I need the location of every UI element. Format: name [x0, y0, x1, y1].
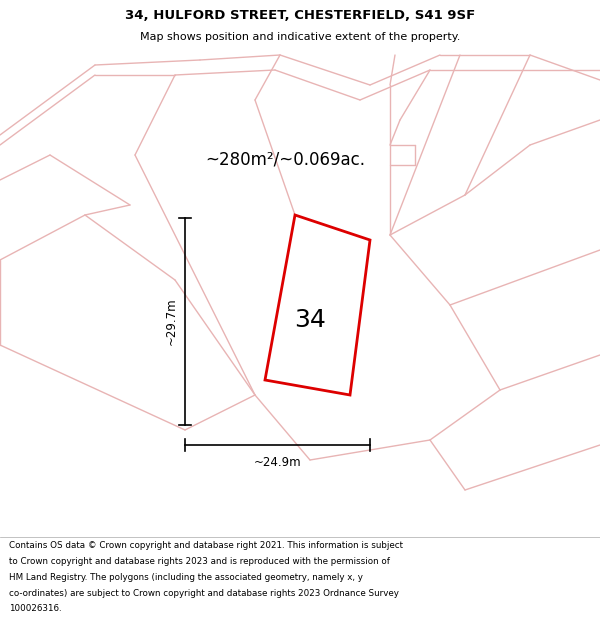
Text: ~24.9m: ~24.9m — [254, 456, 301, 469]
Text: 34: 34 — [294, 308, 326, 332]
Text: Contains OS data © Crown copyright and database right 2021. This information is : Contains OS data © Crown copyright and d… — [9, 541, 403, 550]
Text: ~280m²/~0.069ac.: ~280m²/~0.069ac. — [205, 151, 365, 169]
Text: ~29.7m: ~29.7m — [164, 298, 178, 345]
Text: co-ordinates) are subject to Crown copyright and database rights 2023 Ordnance S: co-ordinates) are subject to Crown copyr… — [9, 589, 399, 598]
Text: Map shows position and indicative extent of the property.: Map shows position and indicative extent… — [140, 32, 460, 43]
Text: to Crown copyright and database rights 2023 and is reproduced with the permissio: to Crown copyright and database rights 2… — [9, 557, 390, 566]
Polygon shape — [265, 215, 370, 395]
Text: 34, HULFORD STREET, CHESTERFIELD, S41 9SF: 34, HULFORD STREET, CHESTERFIELD, S41 9S… — [125, 9, 475, 22]
Text: HM Land Registry. The polygons (including the associated geometry, namely x, y: HM Land Registry. The polygons (includin… — [9, 572, 363, 582]
Text: 100026316.: 100026316. — [9, 604, 62, 613]
